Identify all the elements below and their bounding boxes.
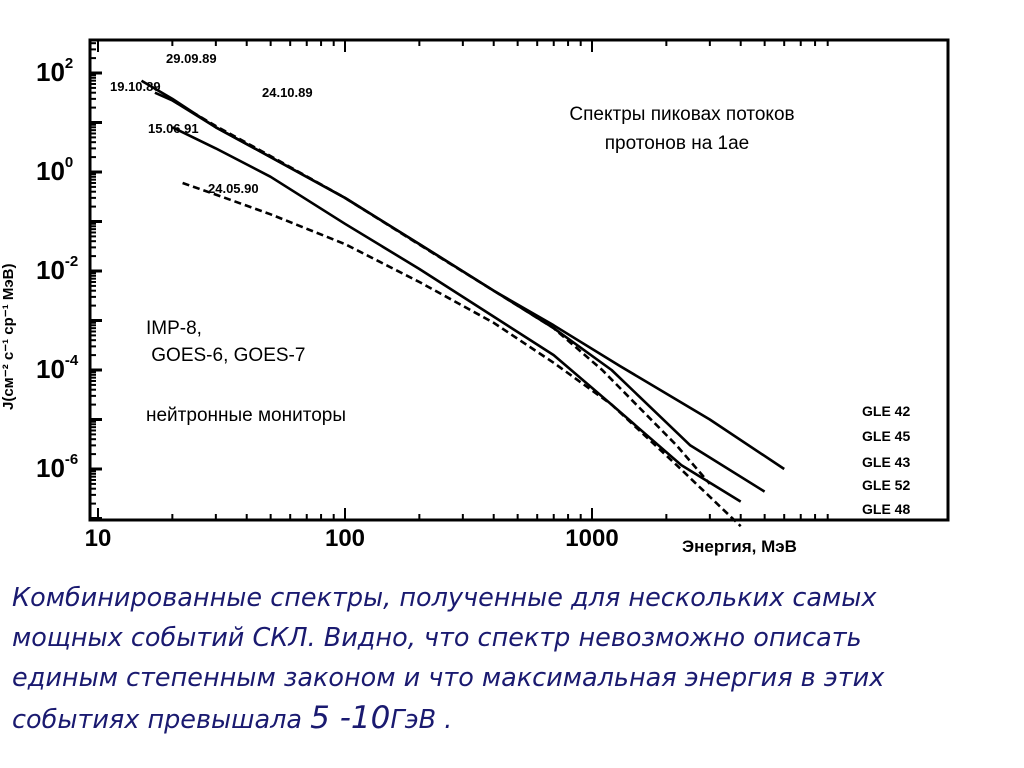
y-tick-label: 100 — [36, 154, 73, 186]
caption-energy-range: 5 -10 — [310, 700, 391, 736]
series-line — [171, 126, 742, 503]
neutron-monitor-annotation: нейтронные мониторы — [146, 405, 346, 426]
caption-main: Комбинированные спектры, полученные для … — [12, 583, 885, 735]
y-tick-label: 10-4 — [36, 352, 79, 384]
series-gle-label: GLE 48 — [862, 501, 910, 517]
instrument-annotation: IMP-8, GOES-6, GOES-7 — [146, 318, 305, 366]
caption-energy-unit: ГэВ . — [390, 705, 453, 735]
series-line — [171, 99, 711, 485]
series-date-label: 24.10.89 — [262, 85, 313, 100]
caption-text: Комбинированные спектры, полученные для … — [12, 578, 1012, 740]
y-tick-label: 10-2 — [36, 253, 78, 285]
plot-frame — [88, 38, 950, 522]
series-date-label: 19.10.89 — [110, 79, 161, 94]
x-tick-label: 1000 — [565, 525, 618, 552]
series-gle-label: GLE 52 — [862, 477, 910, 493]
series-date-label: 29.09.89 — [166, 51, 217, 66]
x-tick-label: 100 — [325, 525, 365, 552]
chart-labels: 102 100 10-2 10-4 10-6 10 100 1000 Энергия, МэВ J… — [0, 51, 910, 556]
series-date-label: 24.05.90 — [208, 181, 259, 196]
chart-axes — [88, 38, 950, 522]
y-tick-label: 10-6 — [36, 451, 78, 483]
series-gle-label: GLE 45 — [862, 428, 910, 444]
chart-title: Спектры пиковах потоков протонов на 1ае — [569, 104, 794, 154]
x-axis-label: Энергия, МэВ — [682, 537, 797, 556]
proton-spectra-chart: 102 100 10-2 10-4 10-6 10 100 1000 Энергия, МэВ J… — [0, 38, 950, 556]
y-axis-label: J(см⁻² с⁻¹ ср⁻¹ МэВ) — [0, 264, 17, 410]
chart-curves — [140, 79, 785, 528]
series-line — [182, 181, 742, 528]
series-gle-label: GLE 43 — [862, 454, 910, 470]
x-tick-label: 10 — [85, 525, 112, 552]
y-tick-label: 102 — [36, 55, 73, 87]
series-gle-label: GLE 42 — [862, 403, 910, 419]
series-date-label: 15.06.91 — [148, 121, 199, 136]
